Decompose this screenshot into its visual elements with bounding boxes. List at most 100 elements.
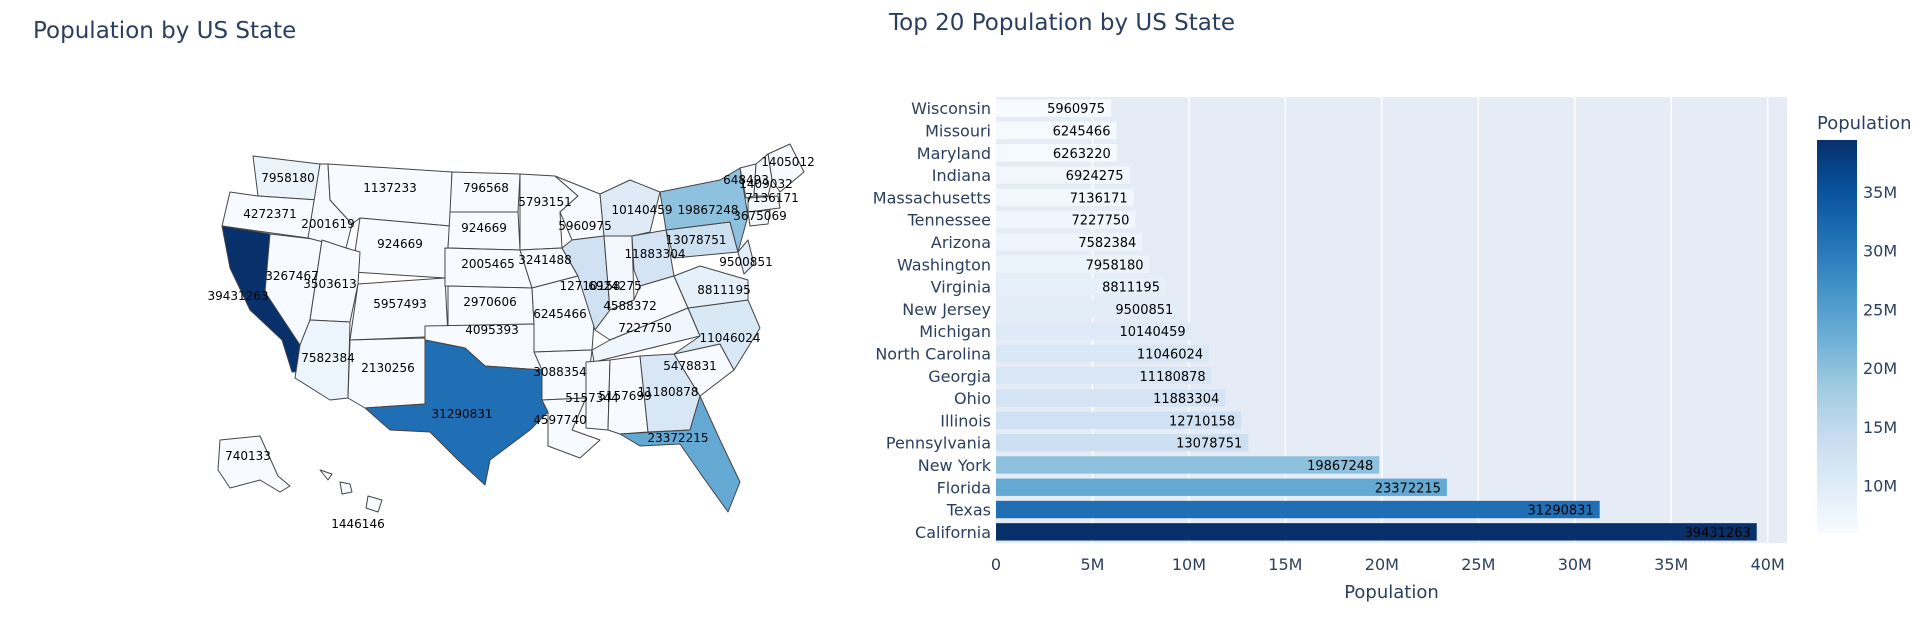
state-ms[interactable] <box>585 359 611 431</box>
x-tick-label: 20M <box>1365 555 1399 574</box>
bar-value-label: 7136171 <box>1070 191 1128 206</box>
bar-value-label: 8811195 <box>1102 281 1160 296</box>
bar[interactable] <box>996 121 1117 140</box>
bar[interactable] <box>996 300 1180 318</box>
bars <box>996 99 1757 541</box>
bar[interactable] <box>996 456 1380 474</box>
state-value-label: 1405012 <box>761 155 814 169</box>
y-category-label: Georgia <box>928 367 991 386</box>
bar[interactable] <box>996 367 1212 385</box>
state-ny[interactable] <box>659 167 749 253</box>
bar-value-label: 11046024 <box>1137 347 1203 362</box>
bar[interactable] <box>996 255 1150 273</box>
state-value-label: 12710158 <box>559 279 620 293</box>
state-tx[interactable] <box>364 339 549 486</box>
state-ma[interactable] <box>747 195 781 213</box>
state-nh[interactable] <box>753 153 773 197</box>
y-category-labels: Wisconsin Missouri Maryland Indiana Massachu… <box>873 99 992 542</box>
bar-value-label: 11180878 <box>1140 370 1206 385</box>
state-value-label: 740133 <box>225 449 271 463</box>
bar-value-label: 12710158 <box>1169 414 1235 429</box>
bar[interactable] <box>996 166 1130 184</box>
state-value-label: 796568 <box>463 181 509 195</box>
bar[interactable] <box>996 233 1143 251</box>
y-category-label: Ohio <box>954 389 991 408</box>
bar-value-label: 11883304 <box>1153 392 1219 407</box>
state-nc[interactable] <box>673 299 761 371</box>
bar[interactable] <box>996 411 1242 430</box>
state-value-label: 924669 <box>461 221 507 235</box>
x-tick-label: 0 <box>991 555 1001 574</box>
bar[interactable] <box>996 523 1757 541</box>
colorbar-tick-label: 15M <box>1863 418 1897 437</box>
bar[interactable] <box>996 144 1117 162</box>
state-va[interactable] <box>673 265 749 309</box>
y-category-label: New York <box>918 456 992 475</box>
bar-value-label: 9500851 <box>1115 303 1173 318</box>
y-category-label: Michigan <box>919 322 991 341</box>
state-nj[interactable] <box>737 239 755 275</box>
state-ak[interactable] <box>217 435 291 493</box>
colorbar-tick-label: 20M <box>1863 359 1897 378</box>
state-value-label: 2130256 <box>361 361 414 375</box>
bar[interactable] <box>996 277 1166 296</box>
bar[interactable] <box>996 344 1210 363</box>
colorbar-tick-labels: 10M 15M 20M 25M 30M 35M <box>1863 183 1897 496</box>
state-value-label: 23372215 <box>647 431 708 445</box>
y-category-label: Arizona <box>931 233 991 252</box>
colorbar-tick-label: 35M <box>1863 183 1897 202</box>
state-value-label: 11180878 <box>637 385 698 399</box>
state-value-label: 648493 <box>723 173 769 187</box>
bar[interactable] <box>996 433 1249 452</box>
state-value-label: 5957493 <box>373 297 426 311</box>
state-value-label: 11046024 <box>699 331 760 345</box>
state-value-label: 1409032 <box>739 177 792 191</box>
state-la[interactable] <box>541 397 601 459</box>
colorbar-tick-label: 30M <box>1863 242 1897 261</box>
bar[interactable] <box>996 478 1447 496</box>
state-ct[interactable] <box>747 209 771 227</box>
bar-value-label: 23372215 <box>1375 481 1441 496</box>
bar-value-labels: 5960975 6245466 6263220 6924275 7136171 72277… <box>1047 102 1751 541</box>
y-category-label: North Carolina <box>875 344 991 363</box>
bar-value-label: 7958180 <box>1086 258 1144 273</box>
state-value-label: 4095393 <box>465 323 518 337</box>
bar[interactable] <box>996 99 1112 117</box>
bar[interactable] <box>996 500 1600 519</box>
x-tick-labels: 0 5M 10M 15M 20M 25M 30M 35M 40M <box>991 555 1785 574</box>
state-fl[interactable] <box>619 395 741 513</box>
y-category-label: Pennsylvania <box>886 434 991 453</box>
y-category-label: New Jersey <box>902 300 991 319</box>
state-hi[interactable] <box>319 469 383 513</box>
state-az[interactable] <box>294 319 351 401</box>
bar-value-label: 6245466 <box>1053 124 1111 139</box>
bar-value-label: 6263220 <box>1053 147 1111 162</box>
state-mi[interactable] <box>599 179 661 237</box>
bar[interactable] <box>996 322 1192 340</box>
y-category-label: Texas <box>946 501 991 520</box>
x-tick-label: 40M <box>1751 555 1785 574</box>
state-value-label: 9500851 <box>719 255 772 269</box>
state-value-label: 3241488 <box>518 253 571 267</box>
map-value-labels: 7958180 4272371 39431263 3267467 2001619 1137… <box>207 155 814 531</box>
x-axis-label: Population <box>1344 582 1439 603</box>
us-choropleth-map[interactable]: 7958180 4272371 39431263 3267467 2001619 1137… <box>200 140 820 540</box>
state-value-label: 3675069 <box>733 209 786 223</box>
state-value-label: 5157344 <box>565 391 618 405</box>
bar[interactable] <box>996 210 1136 229</box>
colorbar <box>1817 140 1857 533</box>
bar[interactable] <box>996 389 1226 407</box>
plot-background <box>996 97 1787 543</box>
state-value-label: 7582384 <box>301 351 354 365</box>
state-value-label: 2001619 <box>301 217 354 231</box>
bar-value-label: 7227750 <box>1072 214 1130 229</box>
state-value-label: 10140459 <box>611 203 672 217</box>
colorbar-tick-label: 10M <box>1863 477 1897 496</box>
state-value-label: 39431263 <box>207 289 268 303</box>
state-value-label: 7958180 <box>261 171 314 185</box>
state-value-label: 13078751 <box>665 233 726 247</box>
y-category-label: Missouri <box>925 121 991 140</box>
bar-value-label: 10140459 <box>1119 325 1185 340</box>
bar[interactable] <box>996 188 1134 207</box>
